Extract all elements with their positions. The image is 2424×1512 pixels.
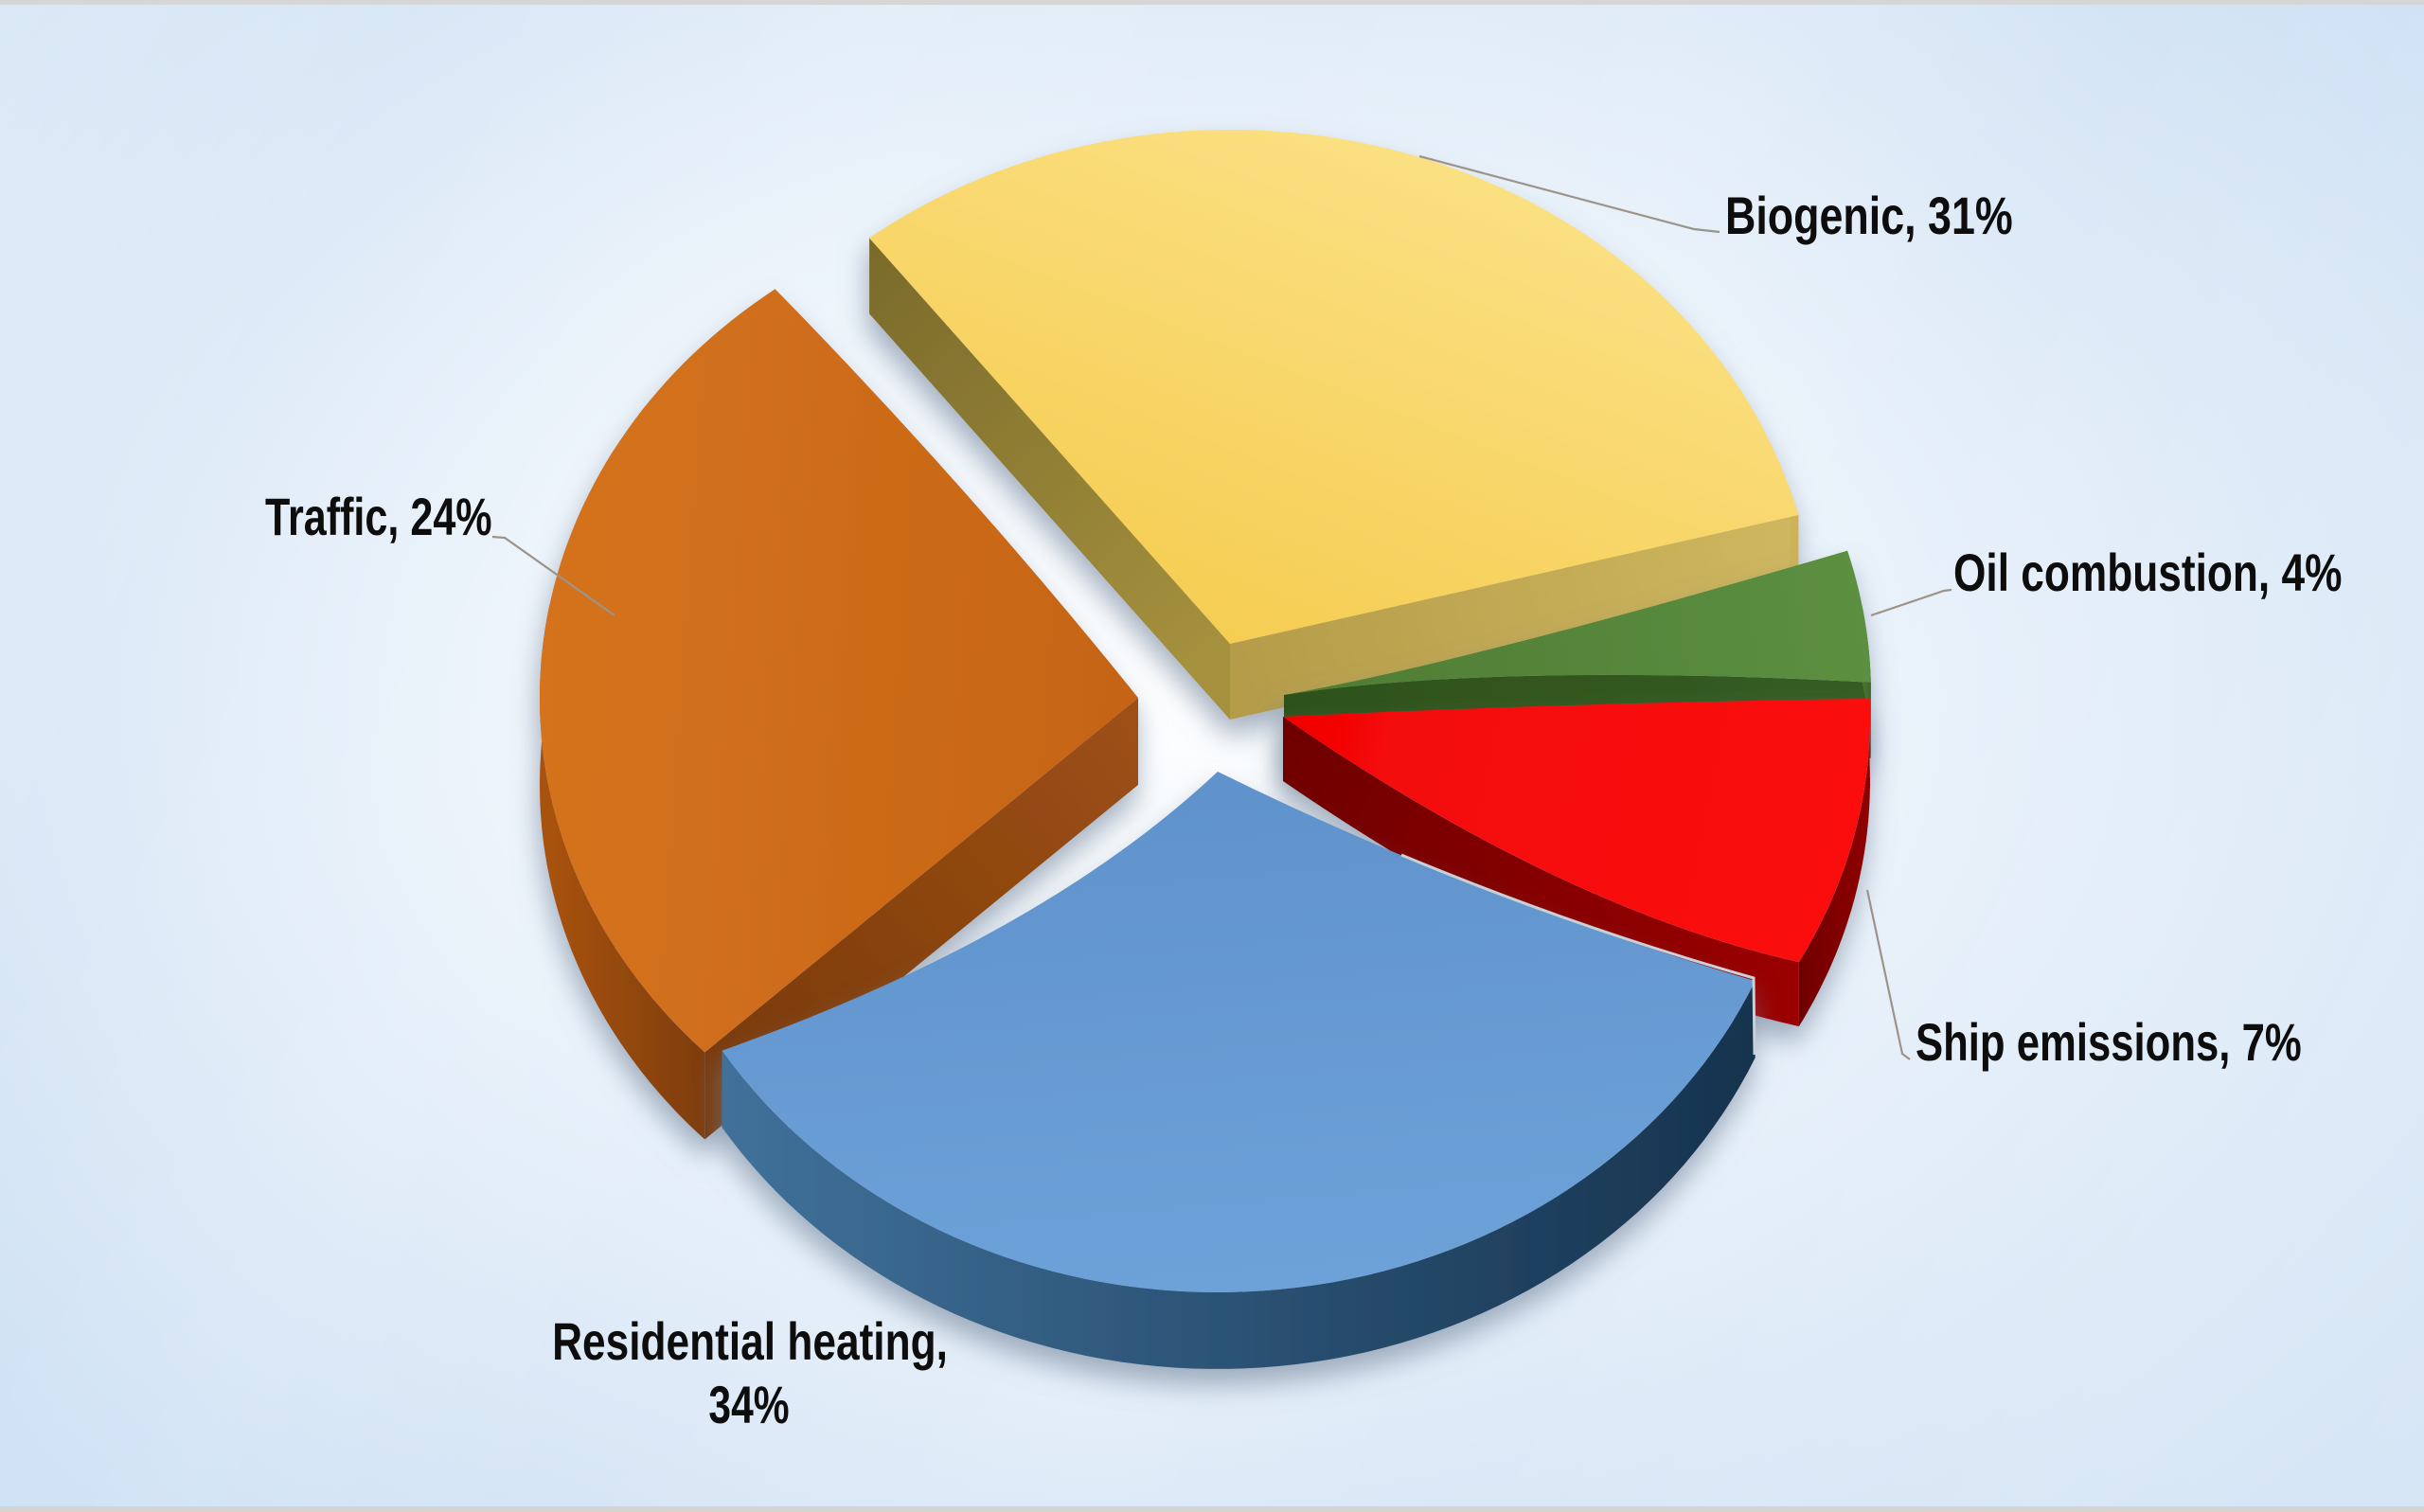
svg-text:Residential heating,: Residential heating, <box>552 1311 948 1371</box>
svg-text:Biogenic, 31%: Biogenic, 31% <box>1725 186 2013 245</box>
svg-text:Traffic, 24%: Traffic, 24% <box>265 488 492 547</box>
svg-text:Ship emissions, 7%: Ship emissions, 7% <box>1916 1013 2302 1072</box>
svg-text:34%: 34% <box>708 1375 789 1434</box>
svg-text:Oil combustion, 4%: Oil combustion, 4% <box>1953 543 2342 602</box>
